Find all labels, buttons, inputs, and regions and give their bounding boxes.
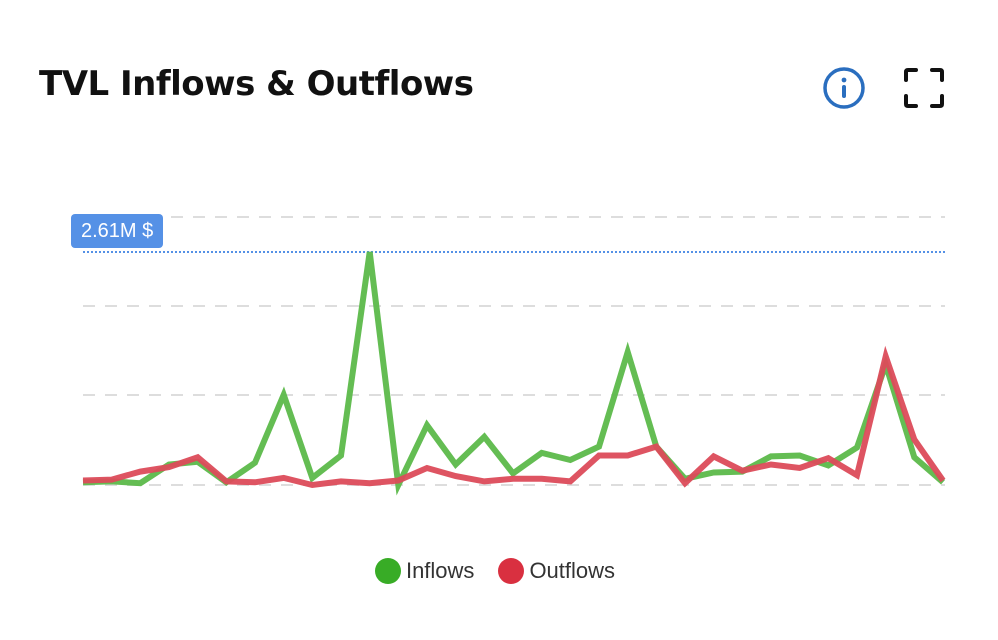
grid-lines <box>83 216 945 486</box>
tooltip-value-badge: 2.61M $ <box>71 214 164 248</box>
info-circle-icon <box>823 67 865 109</box>
legend-item-inflows[interactable]: Inflows <box>374 558 475 584</box>
legend-item-outflows[interactable]: Outflows <box>498 558 615 584</box>
legend-label: Inflows <box>405 558 475 583</box>
legend-label: Outflows <box>529 558 616 583</box>
outflows-line[interactable] <box>82 345 946 489</box>
line-chart[interactable] <box>0 0 998 540</box>
inflows-line[interactable] <box>82 251 945 496</box>
chart-legend: Inflows Outflows <box>0 558 998 584</box>
info-button[interactable] <box>822 66 866 110</box>
fullscreen-expand-icon <box>904 68 944 108</box>
inflows-dot-icon <box>374 558 401 584</box>
outflows-dot-icon <box>498 558 525 584</box>
chart-title: TVL Inflows & Outflows <box>39 64 474 104</box>
fullscreen-button[interactable] <box>902 66 946 110</box>
